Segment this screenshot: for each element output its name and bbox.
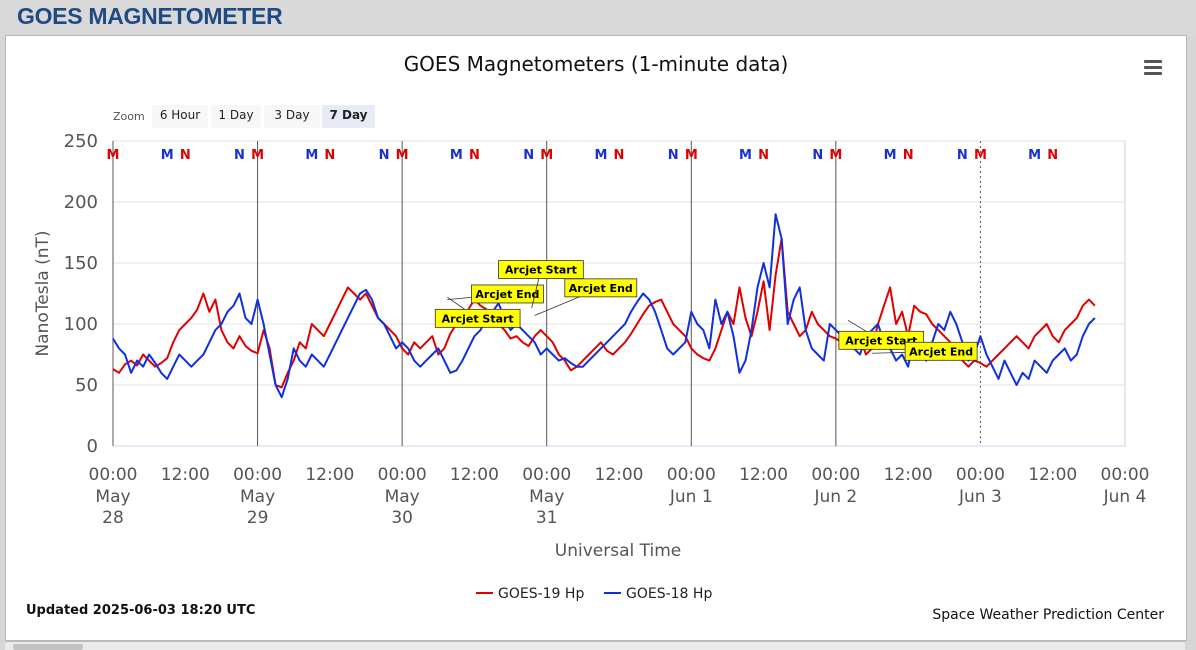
x-tick-date-label: Jun 4: [1103, 487, 1147, 507]
mn-marker-label: M: [396, 148, 409, 163]
mn-marker-label: M: [829, 148, 842, 163]
mn-marker-label: M: [974, 148, 987, 163]
x-tick-label: 12:00: [161, 465, 210, 485]
annotation-box: [838, 330, 925, 350]
mn-marker-label: N: [812, 148, 823, 163]
y-axis-title: NanoTesla (nT): [33, 230, 53, 356]
annotation-box: [564, 278, 638, 298]
annotation-label: Arcjet Start: [845, 334, 917, 347]
legend-item-label: GOES-18 Hp: [626, 586, 712, 602]
mn-marker-label: N: [903, 148, 914, 163]
annotation-label: Arcjet End: [569, 282, 633, 295]
credit-text: Space Weather Prediction Center: [932, 607, 1164, 623]
x-tick-date-label: Jun 1: [669, 487, 713, 507]
x-tick-date-label: 28: [102, 508, 124, 528]
mn-marker-label: N: [523, 148, 534, 163]
x-tick-label: 00:00: [89, 465, 138, 485]
x-tick-date-label: May: [240, 487, 275, 507]
mn-marker-label: M: [739, 148, 752, 163]
page-header: GOES MAGNETOMETER: [0, 0, 1196, 36]
mn-marker-label: M: [107, 148, 120, 163]
mn-marker-label: M: [251, 148, 264, 163]
x-tick-date-label: 30: [391, 508, 413, 528]
legend-item-label: GOES-19 Hp: [498, 586, 584, 602]
annotation-label: Arcjet Start: [505, 264, 577, 277]
x-tick-label: 12:00: [595, 465, 644, 485]
updated-timestamp: Updated 2025-06-03 18:20 UTC: [26, 603, 256, 618]
x-tick-date-label: May: [385, 487, 420, 507]
zoom-6-hour-button[interactable]: 6 Hour: [152, 105, 208, 128]
mn-marker-label: N: [1047, 148, 1058, 163]
chart-panel: 0 50 100 150 200 250 M M N N M M N N M M N N M M N N M M N N M M N N M…: [5, 35, 1187, 641]
y-tick-label: 50: [75, 375, 98, 396]
horizontal-scrollbar[interactable]: [5, 641, 1185, 650]
y-tick-label: 250: [64, 131, 98, 152]
mn-marker-label: N: [614, 148, 625, 163]
zoom-label: Zoom: [113, 110, 145, 123]
y-tick-label: 100: [64, 314, 98, 335]
x-axis-title: Universal Time: [555, 541, 681, 561]
annotation-box: [904, 341, 978, 361]
x-tick-date-label: 29: [247, 508, 269, 528]
mn-marker-label: N: [469, 148, 480, 163]
annotation-label: Arcjet Start: [442, 312, 514, 325]
annotation-box: [498, 260, 584, 279]
annotation-box: [434, 308, 521, 328]
chart-title: GOES Magnetometers (1-minute data): [403, 52, 789, 76]
x-tick-label: 00:00: [378, 465, 427, 485]
annotation-label: Arcjet End: [475, 288, 539, 301]
mn-marker-label: M: [884, 148, 897, 163]
mn-marker-label: N: [957, 148, 968, 163]
y-tick-label: 0: [87, 436, 98, 457]
zoom-7-day-button[interactable]: 7 Day: [322, 105, 375, 128]
annotation-box: [471, 284, 544, 304]
mn-marker-label: N: [758, 148, 769, 163]
x-tick-label: 00:00: [233, 465, 282, 485]
scrollbar-thumb[interactable]: [13, 644, 83, 650]
mn-marker-label: N: [668, 148, 679, 163]
x-tick-label: 00:00: [956, 465, 1005, 485]
x-tick-label: 00:00: [1101, 465, 1150, 485]
x-tick-label: 00:00: [667, 465, 716, 485]
x-tick-label: 12:00: [305, 465, 354, 485]
x-tick-label: 00:00: [522, 465, 571, 485]
zoom-1-day-button[interactable]: 1 Day: [211, 105, 261, 128]
mn-marker-label: N: [324, 148, 335, 163]
y-tick-label: 150: [64, 253, 98, 274]
mn-marker-label: M: [305, 148, 318, 163]
mn-marker-label: N: [379, 148, 390, 163]
annotation-label: Arcjet End: [909, 345, 973, 358]
mn-marker-label: M: [1028, 148, 1041, 163]
mn-marker-label: M: [685, 148, 698, 163]
mn-marker-label: M: [161, 148, 174, 163]
mn-marker-label: N: [234, 148, 245, 163]
x-tick-label: 12:00: [739, 465, 788, 485]
mn-marker-label: M: [540, 148, 553, 163]
x-tick-label: 00:00: [811, 465, 860, 485]
page-title: GOES MAGNETOMETER: [17, 3, 283, 29]
x-tick-label: 12:00: [884, 465, 933, 485]
y-tick-label: 200: [64, 192, 98, 213]
mn-marker-label: M: [594, 148, 607, 163]
mn-marker-label: N: [180, 148, 191, 163]
hamburger-menu-icon[interactable]: [1144, 60, 1162, 76]
x-tick-date-label: Jun 3: [958, 487, 1002, 507]
x-tick-date-label: May: [95, 487, 130, 507]
x-tick-date-label: May: [529, 487, 564, 507]
x-tick-date-label: 31: [536, 508, 558, 528]
x-tick-label: 12:00: [450, 465, 499, 485]
mn-marker-label: M: [450, 148, 463, 163]
x-tick-label: 12:00: [1028, 465, 1077, 485]
zoom-3-day-button[interactable]: 3 Day: [264, 105, 320, 128]
x-tick-date-label: Jun 2: [813, 487, 857, 507]
